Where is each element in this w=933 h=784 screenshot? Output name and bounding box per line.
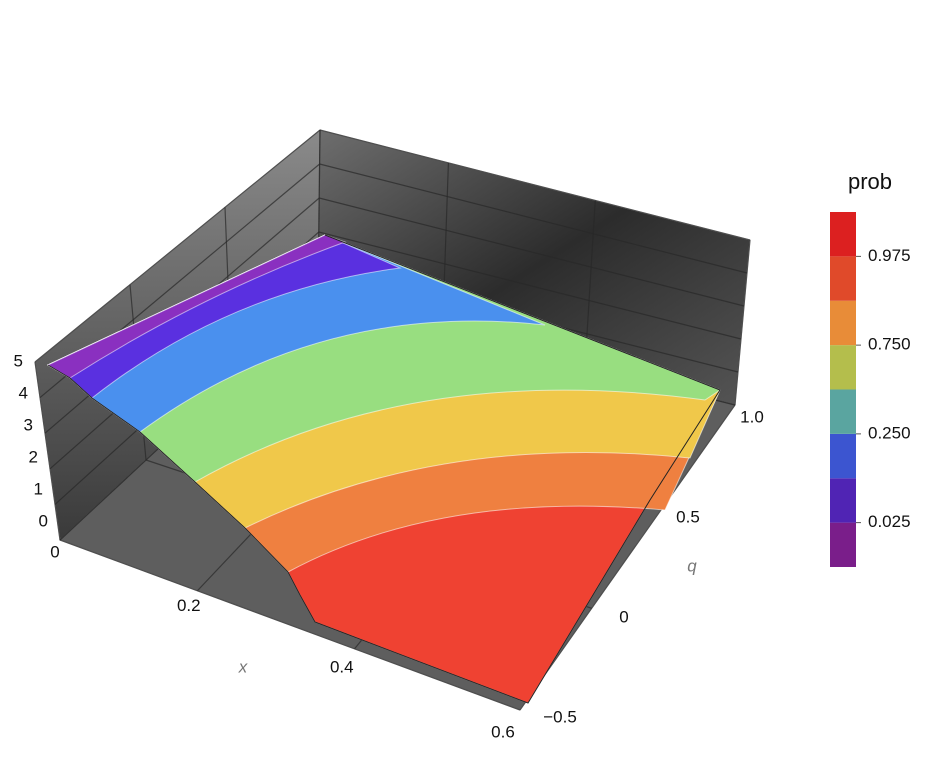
q-tick-label: −0.5 — [543, 707, 577, 726]
grid-line — [734, 239, 751, 406]
grid-line — [519, 404, 736, 711]
x-tick-label: 0 — [50, 542, 59, 561]
z-tick-label: 3 — [24, 415, 33, 434]
q-tick-label: 0 — [619, 607, 628, 626]
colorbar-swatch — [830, 478, 856, 523]
surface-edge — [47, 234, 721, 704]
surface-band — [46, 234, 402, 399]
surface-band — [46, 234, 546, 433]
colorbar-swatch — [830, 522, 856, 567]
z-tick-label: 5 — [14, 351, 23, 370]
z-tick-label: 4 — [19, 383, 28, 402]
grid-line — [318, 231, 742, 340]
colorbar-tick-label: 0.250 — [868, 423, 911, 442]
z-tick-label: 1 — [34, 479, 43, 498]
colorbar-tick-label: 0.750 — [868, 335, 911, 354]
colorbar-swatch — [830, 345, 856, 390]
q-tick-label: 0.5 — [676, 507, 700, 526]
surface — [46, 234, 722, 704]
colorbar-swatch — [830, 256, 856, 301]
colorbar-swatch — [830, 433, 856, 479]
grid-line — [34, 361, 61, 541]
grid-line — [59, 539, 521, 711]
x-tick-label: 0.2 — [177, 596, 201, 615]
x-tick-label: 0.6 — [491, 722, 515, 741]
q-axis-label: q — [687, 556, 697, 575]
z-tick-label: 2 — [29, 447, 38, 466]
colorbar-swatch — [830, 300, 856, 346]
grid-line — [319, 197, 745, 307]
x-axis-label: x — [238, 657, 248, 676]
colorbar-title: prob — [848, 169, 892, 194]
q-tick-label: 1.0 — [740, 407, 764, 426]
surface-band — [46, 234, 347, 379]
colorbar-tick-label: 0.975 — [868, 246, 911, 265]
x-tick-label: 0.4 — [330, 658, 354, 677]
colorbar-tick-label: 0.025 — [868, 512, 911, 531]
colorbar-swatch — [830, 389, 856, 434]
z-tick-label: 0 — [39, 511, 48, 530]
grid-line — [319, 129, 751, 241]
colorbar-swatch — [830, 212, 856, 257]
grid-line — [319, 163, 748, 274]
grid-line — [34, 129, 321, 363]
